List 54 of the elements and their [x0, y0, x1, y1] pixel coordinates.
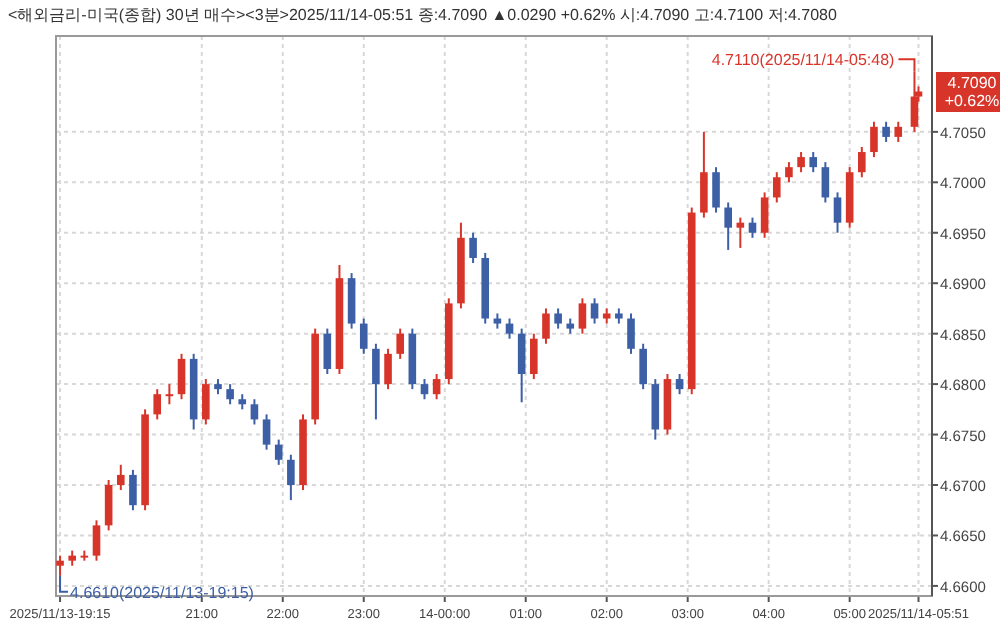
candlestick — [542, 307, 550, 345]
candlestick — [785, 161, 793, 184]
candlestick — [530, 332, 538, 381]
annotation: 4.7090 +0.62% — [936, 71, 1000, 112]
candlestick — [821, 161, 830, 204]
candlestick — [177, 352, 186, 401]
candlestick — [833, 191, 842, 234]
candlestick — [578, 297, 587, 335]
candlestick — [554, 307, 562, 330]
candlestick — [809, 151, 818, 174]
candlestick — [202, 378, 210, 426]
candlestick — [432, 373, 441, 401]
candlestick — [396, 327, 404, 360]
candlestick — [651, 378, 660, 441]
candlestick — [675, 373, 684, 396]
candlestick — [894, 120, 903, 143]
candlestick — [56, 554, 64, 577]
candlestick — [882, 120, 890, 143]
candlestick — [748, 216, 757, 239]
candlestick — [92, 519, 101, 562]
candlestick — [165, 383, 174, 406]
candlestick — [153, 388, 162, 421]
candlestick — [772, 171, 781, 204]
candlestick — [129, 468, 137, 512]
candlestick — [639, 342, 647, 391]
candlestick — [116, 463, 125, 492]
candlestick — [104, 478, 113, 532]
candlestick — [736, 216, 745, 249]
candlestick — [323, 327, 332, 376]
candlestick — [760, 191, 769, 239]
candlestick — [712, 166, 720, 214]
chart-title: <해외금리-미국(종합) 30년 매수><3분>2025/11/14-05:51 종:4.7090 ▲0.0290 +0.62% 시:4.7090 고:4.7100 저:4.7080 — [8, 6, 838, 24]
candlestick — [858, 145, 866, 179]
candlestick — [797, 151, 805, 174]
candlestick — [287, 453, 295, 502]
candlestick — [517, 327, 526, 404]
candlestick — [590, 297, 599, 325]
candlestick — [469, 231, 477, 265]
annotation: 4.6610(2025/11/13-19:15) — [70, 583, 255, 602]
candlestick — [700, 130, 708, 219]
candlestick — [274, 438, 283, 466]
annotation: 4.7110(2025/11/14-05:48) — [711, 51, 896, 70]
candlestick — [870, 120, 878, 159]
candlestick — [505, 317, 514, 340]
candlestick — [384, 347, 392, 391]
candlestick — [347, 272, 356, 330]
candlestick — [250, 398, 259, 426]
candlestick — [262, 413, 271, 451]
candlestick — [627, 312, 635, 355]
candlestick — [226, 383, 234, 406]
candlestick — [359, 317, 368, 355]
candlestick — [724, 201, 732, 251]
candlestick — [372, 342, 380, 421]
candlestick — [420, 378, 429, 401]
